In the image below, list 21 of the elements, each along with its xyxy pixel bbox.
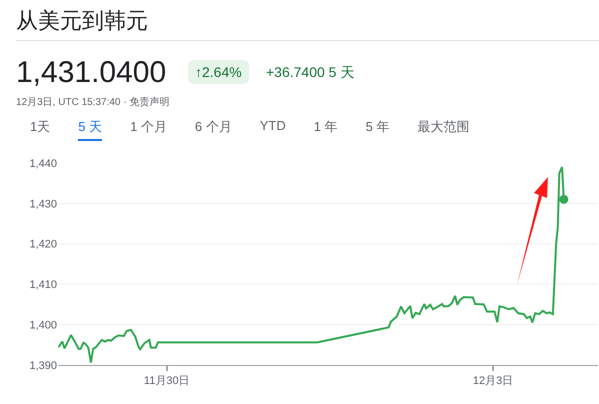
text: 1天 (30, 118, 50, 136)
text: 5 天 (78, 118, 102, 141)
text: +36.7400 5 天 (266, 64, 354, 82)
x-tick-label: 12月3日 (472, 375, 514, 388)
text: 5 年 (366, 118, 390, 136)
text: ↑2.64% (188, 60, 249, 84)
y-tick-label: 1,430 (29, 198, 57, 210)
y-tick-label: 1,440 (29, 158, 57, 170)
text: 1 个月 (130, 118, 167, 136)
y-tick-label: 1,400 (29, 319, 57, 332)
x-tick-label: 11月30日 (144, 375, 190, 388)
text: 12月3日, UTC 15:37:40 · 免责声明 (16, 96, 170, 109)
text: 1,431.0400 (16, 56, 166, 90)
chart-title: 从美元到韩元 (16, 7, 148, 35)
text: 1 年 (314, 118, 338, 136)
y-tick-label: 1,420 (29, 238, 57, 251)
y-tick-label: 1,390 (29, 360, 57, 372)
text: 6 个月 (194, 118, 232, 136)
y-tick-label: 1,410 (29, 279, 57, 292)
text: YTD (260, 118, 286, 135)
text: 最大范围 (417, 118, 470, 136)
